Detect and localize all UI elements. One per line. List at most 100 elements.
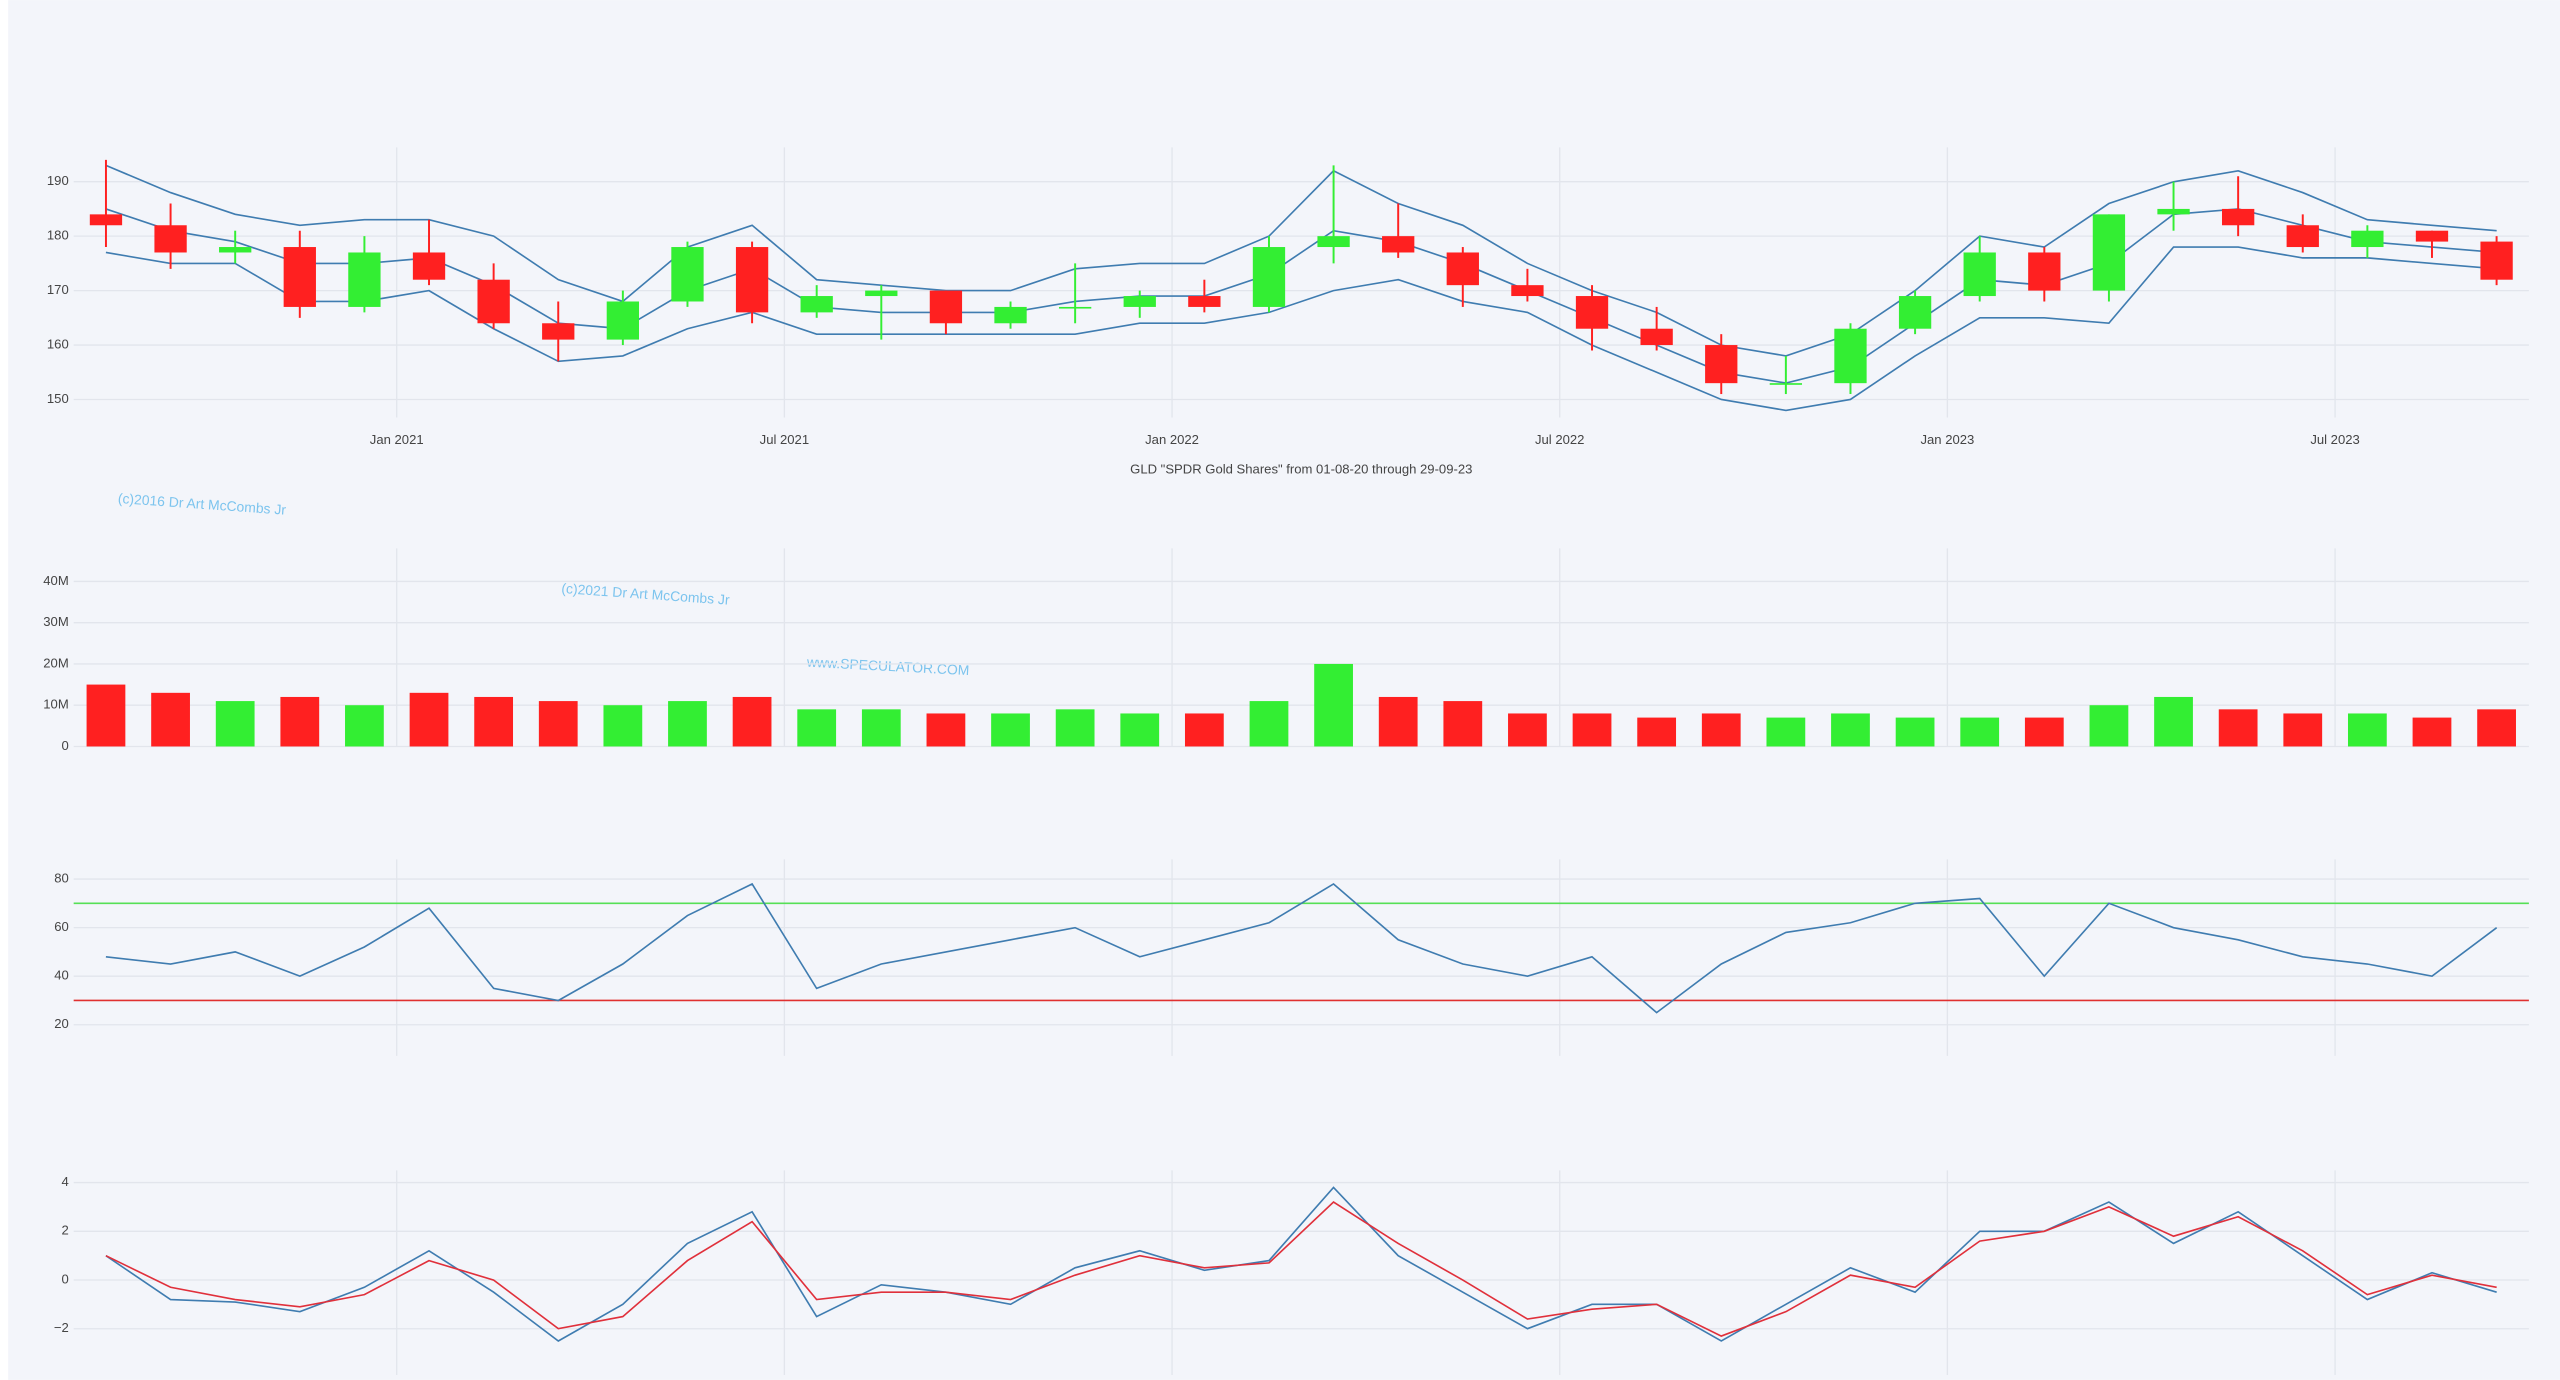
volume-bar	[1120, 713, 1160, 747]
volume-bar	[797, 709, 837, 747]
candle-body	[2415, 230, 2449, 242]
volume-bar	[409, 692, 449, 747]
candle-body	[2028, 252, 2061, 291]
volume-bar	[2218, 709, 2258, 747]
candle-body	[929, 290, 963, 324]
candle-body	[1898, 296, 1932, 329]
candle-body	[2286, 225, 2319, 248]
candle-body	[1446, 252, 1479, 286]
y-tick-label: 150	[47, 391, 69, 406]
candle-body	[865, 290, 898, 297]
candle-body	[1511, 285, 1544, 297]
volume-bar	[926, 713, 966, 747]
series-line	[105, 1200, 2497, 1337]
y-tick-label: −2	[54, 1320, 69, 1335]
volume-bar	[2154, 696, 2193, 747]
volume-bar	[538, 701, 578, 747]
candle-body	[994, 306, 1027, 324]
candle-body	[1382, 236, 1415, 253]
volume-bar	[668, 701, 707, 747]
candle-body	[2480, 241, 2513, 280]
volume-bar	[151, 692, 190, 747]
volume-bar	[2477, 709, 2516, 747]
candle-body	[2221, 208, 2255, 226]
candle-body	[2157, 208, 2190, 215]
candle-body	[1705, 345, 1738, 384]
volume-bar	[1378, 696, 1418, 747]
y-tick-label: 60	[54, 919, 69, 934]
volume-bar	[474, 696, 514, 747]
volume-bar	[1572, 713, 1612, 747]
y-tick-label: 80	[54, 871, 69, 886]
candle-body	[412, 252, 446, 280]
candle-body	[1123, 296, 1156, 307]
volume-bar	[1184, 713, 1224, 747]
candle-body	[219, 247, 252, 253]
volume-bar	[2412, 717, 2452, 747]
volume-bar	[2283, 713, 2323, 747]
candle-body	[2092, 214, 2126, 291]
volume-bar	[2024, 717, 2064, 747]
candle-body	[2351, 230, 2384, 248]
volume-bar	[1055, 709, 1095, 747]
candle-body	[735, 247, 769, 313]
x-axis-title: GLD "SPDR Gold Shares" from 01-08-20 thr…	[1130, 461, 1472, 476]
volume-bar	[1637, 717, 1677, 747]
volume-bar	[2089, 705, 2129, 747]
x-tick-label: Jul 2021	[760, 432, 809, 447]
y-tick-label: 180	[47, 228, 69, 243]
candle-body	[1317, 236, 1350, 248]
y-tick-label: 40	[54, 968, 69, 983]
y-tick-label: 0	[61, 738, 68, 753]
candle-body	[1769, 383, 1803, 385]
background	[8, 0, 2560, 1380]
series-line	[105, 246, 2497, 412]
candle-body	[542, 323, 575, 340]
x-tick-label: Jul 2023	[2310, 432, 2359, 447]
candle-body	[1188, 296, 1221, 307]
volume-bar	[1831, 713, 1870, 747]
x-tick-label: Jan 2022	[1145, 432, 1199, 447]
volume-bar	[1249, 701, 1289, 747]
candle-body	[1252, 247, 1286, 307]
volume-bar	[1701, 713, 1741, 747]
y-tick-label: 30M	[43, 614, 68, 629]
candle-body	[154, 225, 187, 253]
x-tick-label: Jan 2023	[1920, 432, 1974, 447]
volume-bar	[1508, 713, 1547, 747]
volume-bar	[603, 705, 643, 747]
volume-bar	[1895, 717, 1935, 747]
y-tick-label: 160	[47, 337, 69, 352]
y-tick-label: 0	[61, 1271, 68, 1286]
volume-bar	[215, 701, 255, 747]
volume-bar	[732, 696, 772, 747]
candle-body	[1575, 296, 1609, 329]
candle-body	[477, 279, 510, 324]
volume-bar	[1766, 717, 1806, 747]
volume-bar	[1443, 701, 1483, 747]
volume-bar	[86, 684, 126, 747]
y-tick-label: 10M	[43, 697, 68, 712]
y-tick-label: 40M	[43, 573, 68, 588]
volume-bar	[2347, 713, 2387, 747]
x-tick-label: Jul 2022	[1535, 432, 1584, 447]
candle-body	[1963, 252, 1996, 297]
y-tick-label: 190	[47, 173, 69, 188]
candle-body	[348, 252, 381, 307]
candle-body	[671, 247, 704, 302]
candle-body	[89, 214, 123, 226]
volume-bar	[1314, 663, 1353, 747]
candle-body	[606, 301, 640, 340]
volume-bar	[861, 709, 901, 747]
y-tick-label: 4	[61, 1174, 68, 1189]
y-tick-label: 20	[54, 1016, 69, 1031]
candle-body	[1640, 328, 1673, 346]
candle-body	[1834, 328, 1867, 384]
volume-bar	[345, 705, 384, 747]
y-tick-label: 170	[47, 282, 69, 297]
volume-bar	[1960, 717, 2000, 747]
candle-body	[283, 247, 316, 307]
y-tick-label: 2	[61, 1223, 68, 1238]
y-tick-label: 20M	[43, 655, 68, 670]
